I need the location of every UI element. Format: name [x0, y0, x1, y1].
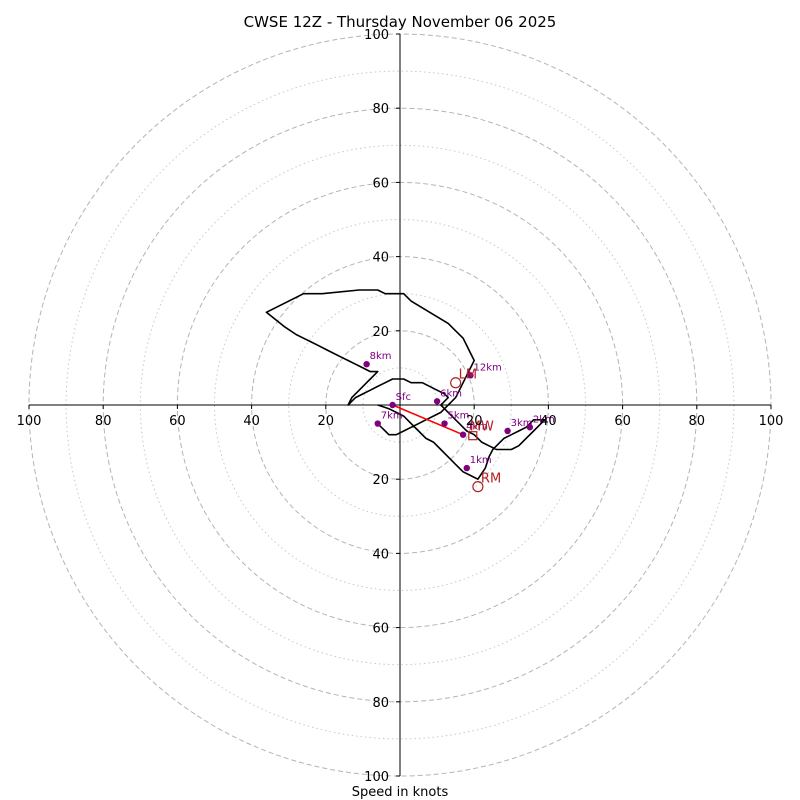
hodograph-trace [265, 289, 546, 481]
x-tick-label: 100 [17, 414, 42, 429]
level-point-5km [441, 420, 448, 427]
level-label-5km: 5km [448, 411, 470, 422]
storm-motion-label-rm: RM [481, 472, 501, 487]
x-tick-label: 40 [540, 414, 557, 429]
level-label-sfc: Sfc [396, 392, 411, 403]
x-axis-label: Speed in knots [352, 785, 449, 800]
x-tick-label: 20 [466, 414, 483, 429]
level-label-2km: 2km [533, 414, 555, 425]
storm-motion-marker-rm [472, 481, 484, 493]
y-tick-label: 100 [364, 28, 389, 43]
storm-motion-marker-mw [468, 431, 478, 441]
storm-motion-marker-lm [450, 377, 462, 389]
y-tick-label: 60 [372, 622, 389, 637]
level-label-1km: 1km [470, 455, 492, 466]
level-point-12km [467, 372, 474, 379]
axes [29, 34, 771, 776]
chart-title: CWSE 12Z - Thursday November 06 2025 [244, 13, 557, 31]
y-tick-label: 60 [372, 176, 389, 191]
x-tick-label: 40 [243, 414, 260, 429]
level-label-6km: 6km [440, 388, 462, 399]
level-point-sfc [389, 401, 396, 409]
storm-motion-label-mw: MW [470, 420, 494, 435]
storm-motions: LM RM MW [450, 368, 501, 493]
y-tick-label: 100 [364, 770, 389, 785]
level-label-8km: 8km [370, 351, 392, 362]
y-tick-label: 40 [372, 251, 389, 266]
x-tick-label: 80 [689, 414, 706, 429]
level-point-8km [363, 360, 370, 368]
level-label-3km: 3km [511, 418, 533, 429]
level-label-7km: 7km [381, 411, 403, 422]
level-point-3km [504, 427, 511, 435]
y-tick-label: 80 [372, 102, 389, 117]
mean-wind-line [392, 404, 464, 436]
x-tick-label: 80 [95, 414, 112, 429]
x-tick-label: 100 [759, 414, 784, 429]
level-point-1km [463, 464, 470, 472]
level-point-6km [433, 398, 441, 405]
x-tick-label: 20 [318, 414, 335, 429]
x-tick-label: 60 [169, 414, 186, 429]
level-point-4km [459, 431, 467, 438]
storm-motion-label-lm: LM [459, 368, 477, 383]
y-tick-label: 40 [372, 547, 389, 562]
hodograph-trace-group [265, 289, 546, 481]
level-point-2km [526, 424, 534, 431]
y-tick-label: 20 [372, 473, 389, 488]
y-tick-label: 20 [372, 325, 389, 340]
level-label-12km: 12km [473, 362, 501, 373]
y-tick-label: 80 [372, 696, 389, 711]
level-label-4km: 4km [466, 422, 488, 433]
x-tick-label: 60 [614, 414, 631, 429]
tick-labels: 100 80 60 40 20 20 40 60 80 100 100 80 60 40 20 20 40 60 8… [17, 28, 784, 785]
level-point-7km [374, 420, 381, 427]
